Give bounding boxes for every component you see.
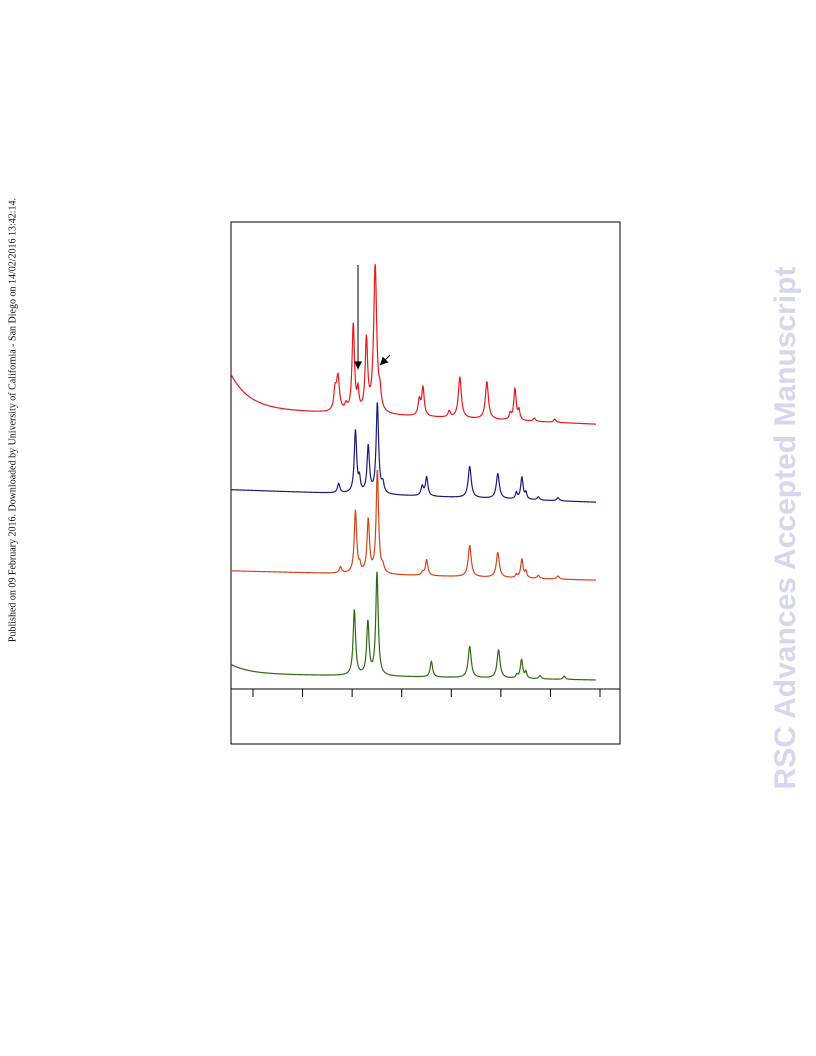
annotation-arrows	[354, 265, 391, 370]
x-axis-ticks	[252, 689, 601, 697]
annotation-arrow-2	[379, 354, 391, 366]
series-line-3	[230, 469, 597, 581]
series-line-4	[230, 571, 597, 681]
series-line-2	[230, 402, 597, 503]
watermark: RSC Advances Accepted Manuscript	[756, 0, 816, 1056]
annotation-arrow-1	[354, 265, 363, 370]
plot-frame	[230, 221, 621, 745]
series-line-1	[230, 264, 597, 425]
watermark-text: RSC Advances Accepted Manuscript	[769, 266, 802, 790]
series-layer	[230, 264, 597, 681]
